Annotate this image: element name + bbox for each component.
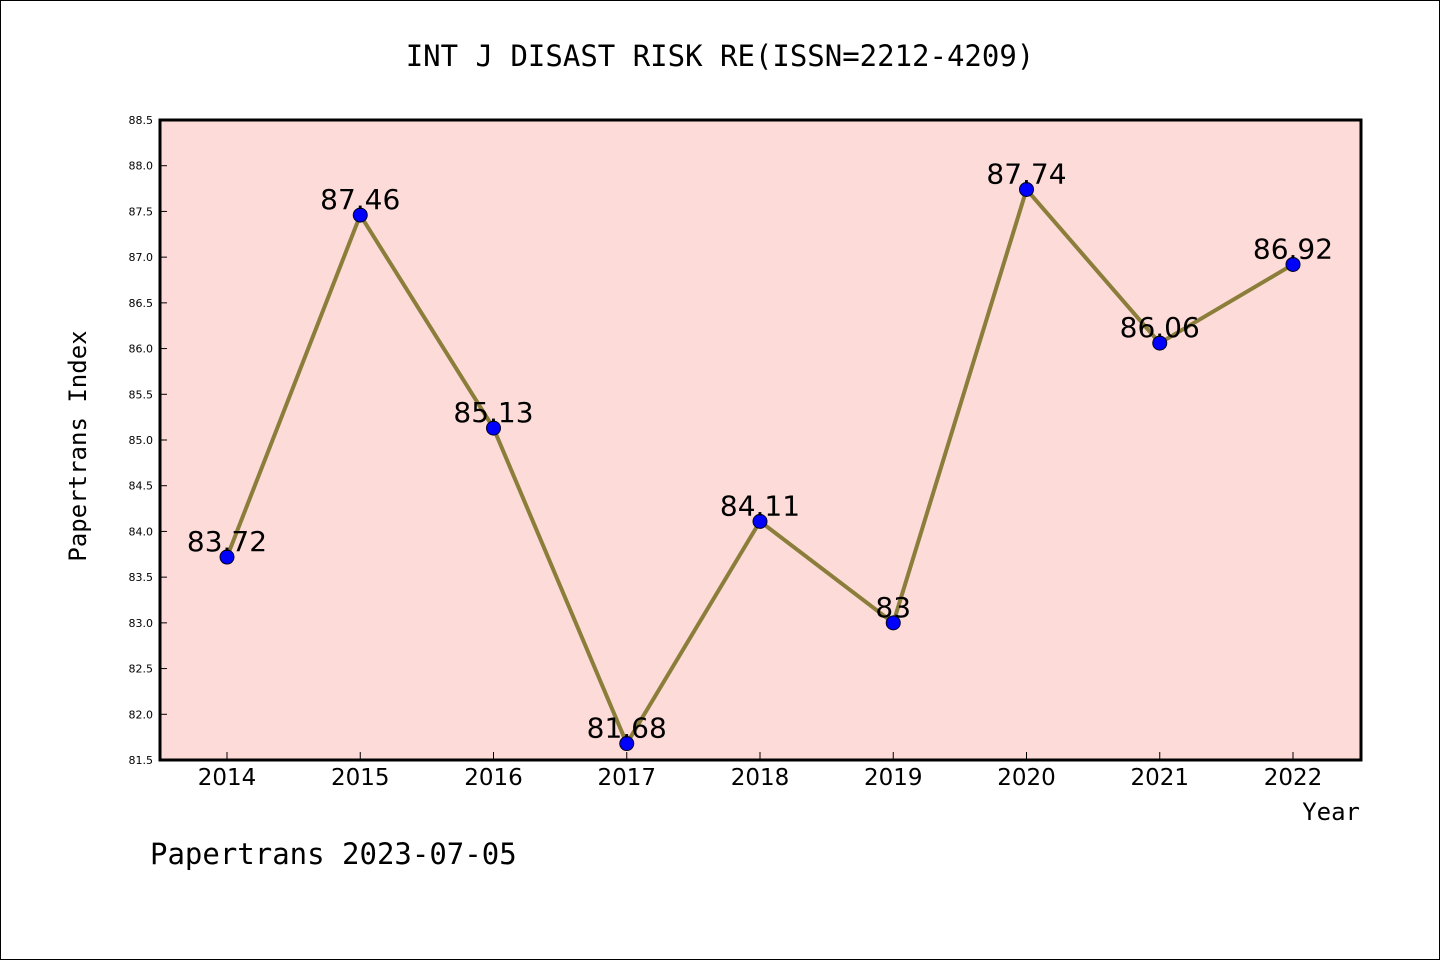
y-tick-label: 86.5 xyxy=(129,297,154,310)
y-tick-label: 85.5 xyxy=(129,388,154,401)
data-point xyxy=(752,513,768,529)
data-label: 83.72 xyxy=(187,525,267,558)
x-axis-label: Year xyxy=(1302,798,1360,826)
y-tick-label: 87.0 xyxy=(129,251,154,264)
x-tick-label: 2015 xyxy=(331,765,390,791)
y-tick-label: 86.0 xyxy=(129,343,154,356)
y-axis-label: Papertrans Index xyxy=(64,330,92,561)
footer-text: Papertrans 2023-07-05 xyxy=(150,837,517,871)
y-axis: 81.5 82.0 82.5 83.0 83.5 84.0 84.5 85.0 85.5 86.0… xyxy=(129,114,167,767)
x-tick-label: 2018 xyxy=(731,765,790,791)
data-label: 87.46 xyxy=(320,183,400,216)
data-point xyxy=(486,420,501,436)
data-label: 84.11 xyxy=(720,489,800,522)
data-label: 87.74 xyxy=(986,157,1066,190)
x-axis: 2014 2015 2016 2017 2018 2019 2020 2021 2022 xyxy=(198,752,1323,791)
data-point xyxy=(219,549,235,565)
x-tick-label: 2021 xyxy=(1130,765,1189,791)
data-label: 86.92 xyxy=(1253,232,1333,265)
data-point xyxy=(1019,181,1034,197)
plot-area xyxy=(160,120,1361,760)
x-tick-label: 2019 xyxy=(864,765,923,791)
y-tick-label: 87.5 xyxy=(129,205,154,218)
y-tick-label: 83.0 xyxy=(129,617,154,630)
y-tick-label: 84.0 xyxy=(129,525,154,538)
chart-title: INT J DISAST RISK RE(ISSN=2212-4209) xyxy=(406,39,1035,73)
data-point xyxy=(619,736,635,752)
y-tick-label: 85.0 xyxy=(129,434,154,447)
y-tick-label: 82.5 xyxy=(129,663,154,676)
x-tick-label: 2022 xyxy=(1264,765,1323,791)
data-label: 86.06 xyxy=(1120,311,1200,344)
data-label: 83 xyxy=(875,591,911,624)
y-tick-label: 84.5 xyxy=(129,480,154,493)
y-tick-label: 88.0 xyxy=(129,160,154,173)
y-tick-label: 81.5 xyxy=(129,754,154,767)
y-tick-label: 83.5 xyxy=(129,571,154,584)
y-tick-label: 82.0 xyxy=(129,708,154,721)
x-tick-label: 2016 xyxy=(464,765,523,791)
data-point xyxy=(1285,256,1301,272)
x-tick-label: 2014 xyxy=(198,765,257,791)
plot-border xyxy=(158,118,1363,762)
y-tick-label: 88.5 xyxy=(129,114,154,127)
data-label: 81.68 xyxy=(587,712,667,745)
data-label: 85.13 xyxy=(453,396,533,429)
x-tick-label: 2020 xyxy=(997,765,1056,791)
data-point xyxy=(885,615,901,631)
series-line: 83.72 87.46 85.13 81.68 84.11 83 87.74 86.06 86.… xyxy=(187,157,1333,752)
data-point xyxy=(1152,335,1168,351)
x-tick-label: 2017 xyxy=(597,765,656,791)
data-point xyxy=(352,207,368,223)
